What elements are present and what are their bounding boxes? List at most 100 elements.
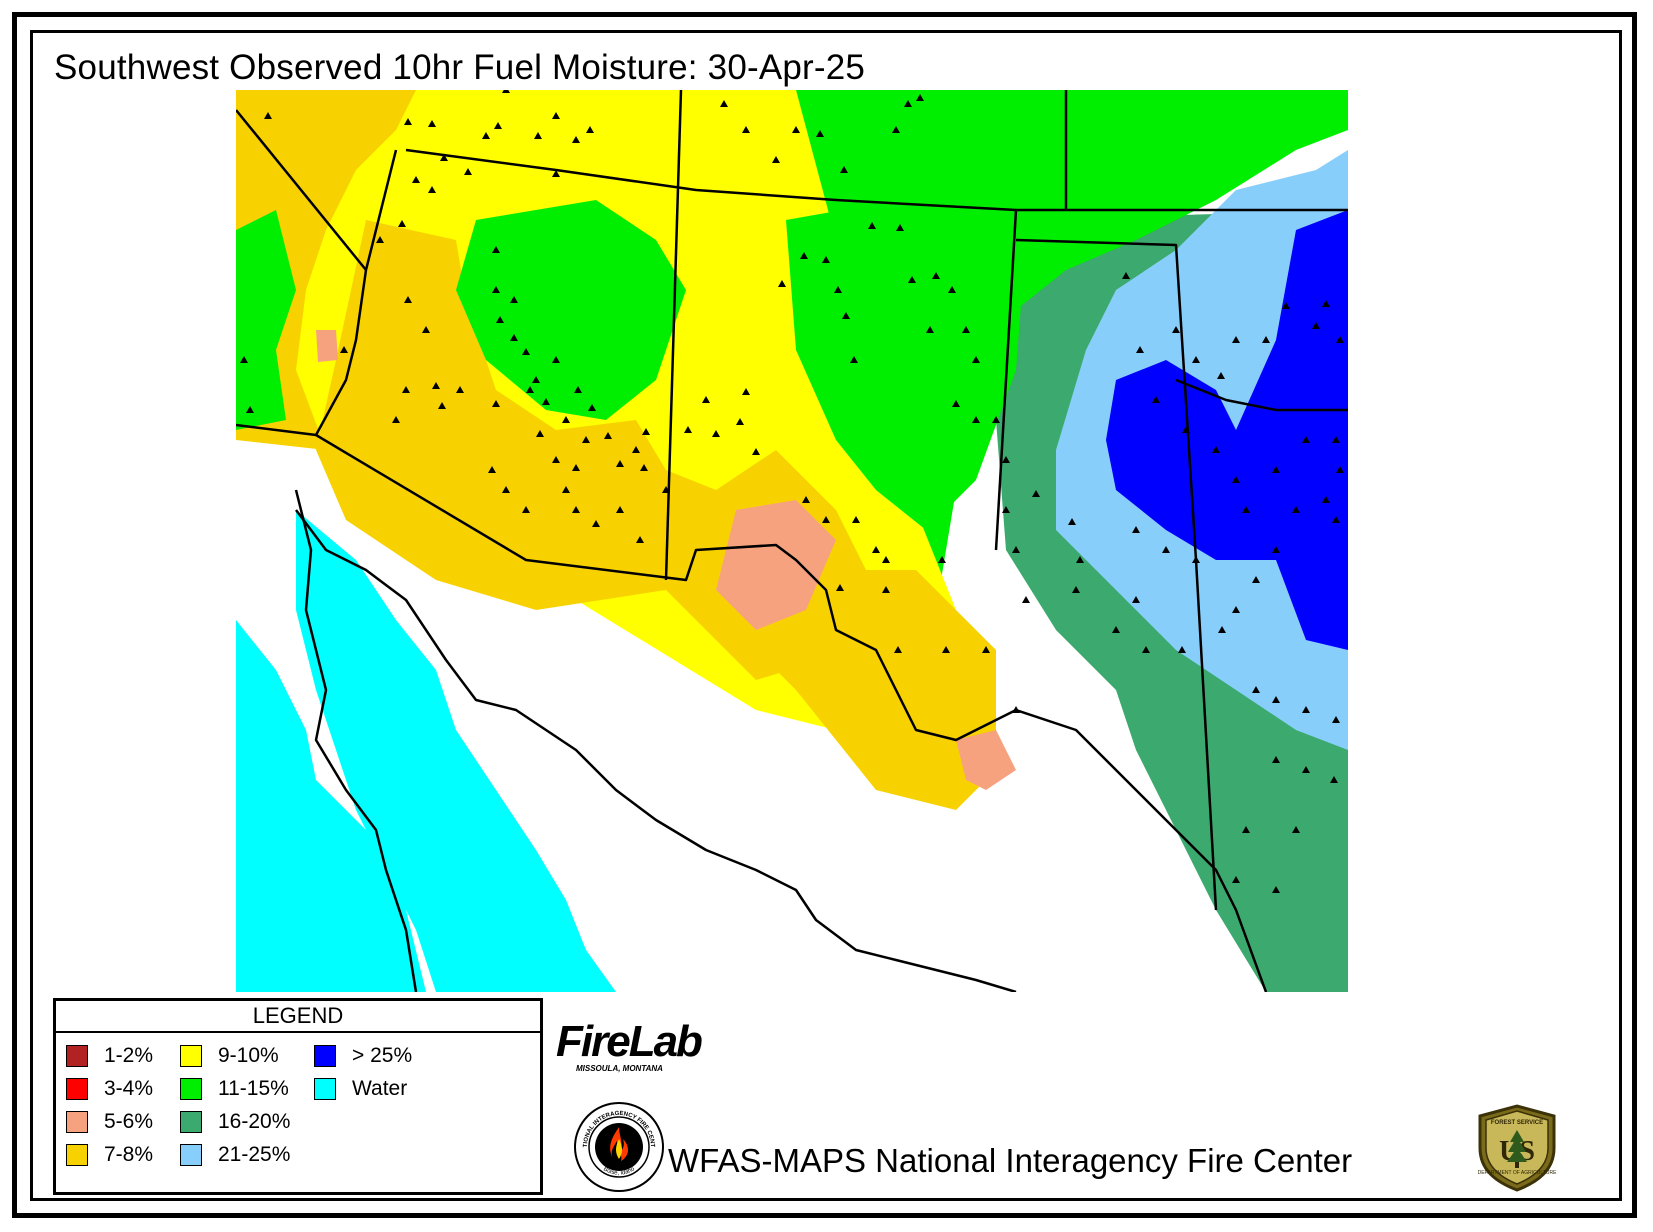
station-triangle-icon — [948, 286, 956, 293]
station-triangle-icon — [488, 466, 496, 473]
legend-label: 9-10% — [218, 1044, 279, 1067]
zone-5-6-big-bend — [956, 730, 1016, 790]
station-triangle-icon — [720, 100, 728, 107]
station-triangle-icon — [800, 252, 808, 259]
station-triangle-icon — [1192, 556, 1200, 563]
legend-item-over-25: > 25% — [314, 1044, 412, 1068]
legend: LEGEND 1-2% 3-4% 5-6% 7-8% 9-10% 11-15% … — [53, 998, 543, 1195]
station-triangle-icon — [1330, 776, 1338, 783]
legend-label: > 25% — [352, 1044, 413, 1067]
legend-swatch — [180, 1111, 202, 1133]
station-triangle-icon — [836, 584, 844, 591]
station-triangle-icon — [834, 286, 842, 293]
station-triangle-icon — [438, 402, 446, 409]
station-triangle-icon — [1302, 766, 1310, 773]
state-line-nm-tx — [994, 209, 1018, 551]
station-triangle-icon — [640, 464, 648, 471]
legend-swatch — [180, 1045, 202, 1067]
station-triangle-icon — [572, 464, 580, 471]
station-triangle-icon — [604, 432, 612, 439]
firelab-logo: FireLab MISSOULA, MONTANA — [556, 1020, 703, 1074]
station-triangle-icon — [842, 312, 850, 319]
zone-over-25 — [1106, 210, 1348, 650]
station-triangle-icon — [904, 100, 912, 107]
station-triangle-icon — [340, 346, 348, 353]
station-triangle-icon — [642, 428, 650, 435]
legend-item-7-8: 7-8% — [66, 1143, 153, 1167]
station-triangle-icon — [1212, 446, 1220, 453]
station-triangle-icon — [938, 556, 946, 563]
station-triangle-icon — [1032, 490, 1040, 497]
station-triangle-icon — [1302, 436, 1310, 443]
station-triangle-icon — [1112, 626, 1120, 633]
station-triangle-icon — [1292, 506, 1300, 513]
station-triangle-icon — [422, 326, 430, 333]
state-line-tx-ok — [1015, 238, 1218, 911]
legend-swatch — [180, 1078, 202, 1100]
station-triangle-icon — [412, 176, 420, 183]
coastline — [295, 509, 1017, 992]
station-triangle-icon — [952, 400, 960, 407]
pacific-ocean — [236, 620, 426, 992]
water-layer — [236, 510, 616, 992]
station-triangle-icon — [850, 356, 858, 363]
station-triangle-icon — [532, 376, 540, 383]
legend-label: 1-2% — [104, 1044, 154, 1067]
station-triangle-icon — [392, 416, 400, 423]
legend-item-11-15: 11-15% — [180, 1077, 289, 1101]
station-triangle-icon — [962, 326, 970, 333]
station-triangle-icon — [404, 296, 412, 303]
station-triangle-icon — [1142, 646, 1150, 653]
intl-border — [236, 423, 1268, 992]
station-triangle-icon — [264, 112, 272, 119]
station-triangle-icon — [1332, 516, 1340, 523]
station-triangle-icon — [552, 170, 560, 177]
station-triangle-icon — [736, 418, 744, 425]
station-triangle-icon — [712, 430, 720, 437]
station-triangle-icon — [1152, 396, 1160, 403]
station-triangle-icon — [1282, 302, 1290, 309]
station-triangle-icon — [502, 486, 510, 493]
station-triangle-icon — [872, 546, 880, 553]
station-triangle-icon — [1217, 372, 1225, 379]
legend-item-1-2: 1-2% — [66, 1044, 153, 1068]
station-triangle-icon — [536, 430, 544, 437]
station-triangle-icon — [1232, 336, 1240, 343]
zone-11-15-az — [456, 200, 686, 420]
map-title: Southwest Observed 10hr Fuel Moisture: 3… — [54, 48, 866, 87]
station-triangle-icon — [1002, 456, 1010, 463]
station-triangle-icon — [464, 168, 472, 175]
station-triangle-icon — [376, 236, 384, 243]
legend-title: LEGEND — [56, 1001, 540, 1033]
station-triangle-icon — [992, 416, 1000, 423]
station-triangle-icon — [1252, 576, 1260, 583]
legend-label: 3-4% — [104, 1077, 154, 1100]
station-triangle-icon — [522, 348, 530, 355]
station-triangle-icon — [636, 536, 644, 543]
legend-swatch — [66, 1144, 88, 1166]
station-triangle-icon — [1272, 756, 1280, 763]
station-triangle-icon — [840, 166, 848, 173]
station-triangle-icon — [778, 280, 786, 287]
legend-item-5-6: 5-6% — [66, 1110, 153, 1134]
station-triangle-icon — [908, 276, 916, 283]
station-triangle-icon — [1192, 356, 1200, 363]
station-triangle-icon — [616, 460, 624, 467]
usfs-shield-icon: FOREST SERVICE US DEPARTMENT OF AGRICULT… — [1478, 1104, 1557, 1192]
station-triangle-icon — [1242, 826, 1250, 833]
station-triangle-icon — [894, 646, 902, 653]
station-triangle-icon — [1292, 826, 1300, 833]
station-triangle-icon — [868, 222, 876, 229]
station-triangle-icon — [502, 90, 510, 93]
station-triangle-icon — [616, 506, 624, 513]
station-triangle-icon — [1322, 496, 1330, 503]
legend-item-21-25: 21-25% — [180, 1143, 290, 1167]
station-triangle-icon — [1218, 626, 1226, 633]
station-triangle-icon — [534, 132, 542, 139]
california-border — [236, 109, 367, 271]
station-triangle-icon — [522, 506, 530, 513]
station-triangle-icon — [632, 446, 640, 453]
station-triangle-icon — [684, 426, 692, 433]
station-triangle-icon — [816, 130, 824, 137]
station-triangle-icon — [1002, 506, 1010, 513]
